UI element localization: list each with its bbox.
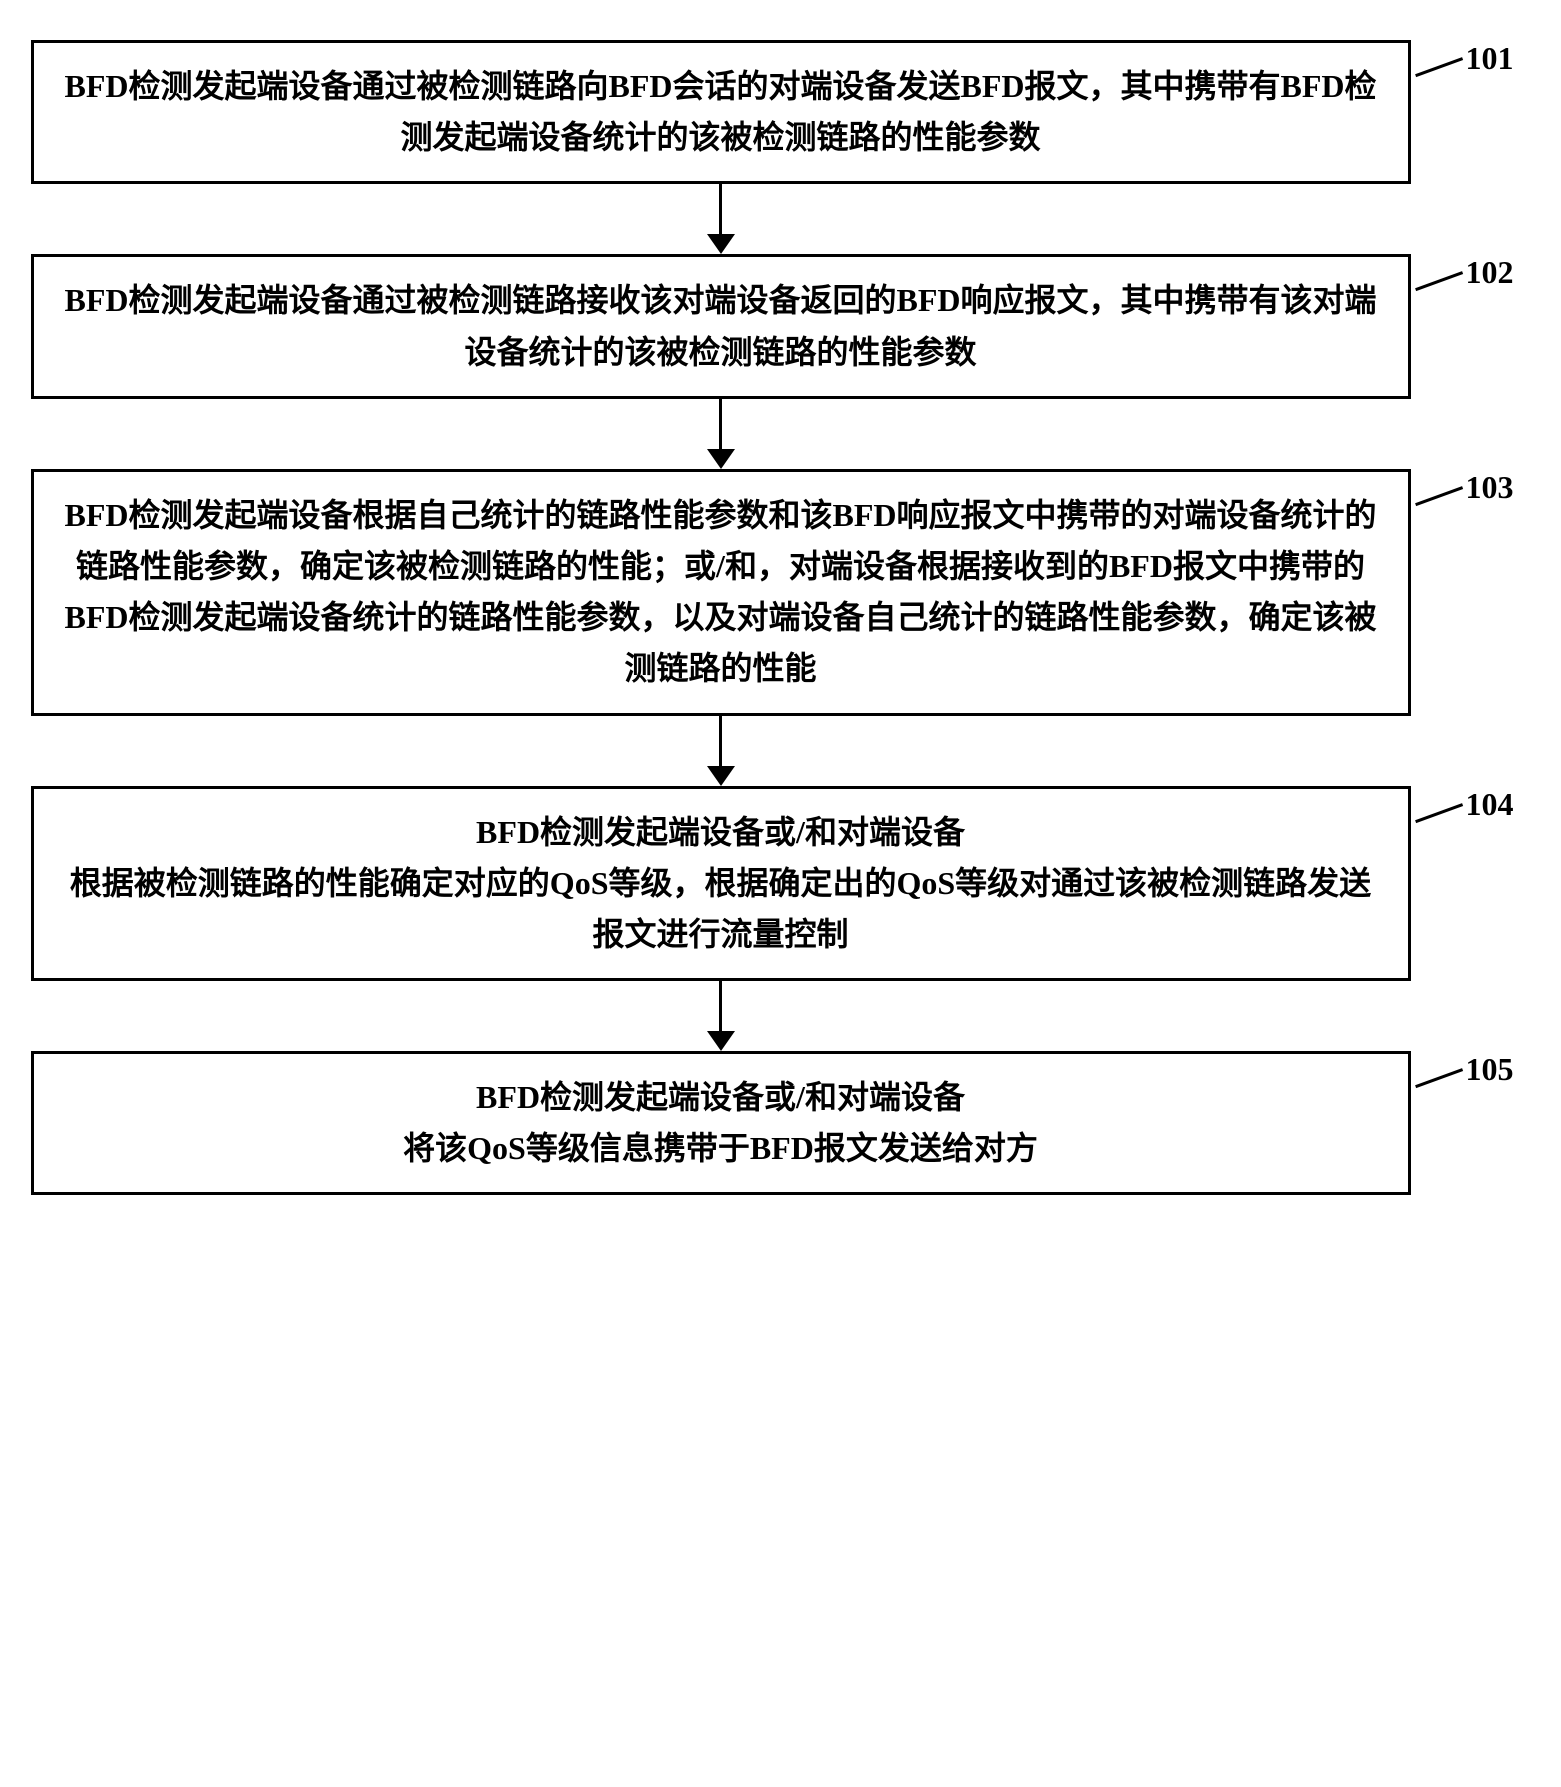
arrow-line-4 [719,981,722,1031]
arrow-line-2 [719,399,722,449]
arrow-head-1 [707,234,735,254]
arrow-1 [31,184,1411,254]
step-text-1: BFD检测发起端设备通过被检测链路向BFD会话的对端设备发送BFD报文，其中携带… [64,68,1376,155]
arrow-line-1 [719,184,722,234]
connector-line-1 [1405,32,1462,77]
step-row-2: BFD检测发起端设备通过被检测链路接收该对端设备返回的BFD响应报文，其中携带有… [31,254,1531,398]
arrow-line-3 [719,716,722,766]
label-container-5: 105 [1411,1051,1531,1089]
step-label-5: 105 [1466,1051,1514,1088]
arrow-head-3 [707,766,735,786]
connector-line-5 [1405,1043,1462,1088]
step-box-5: BFD检测发起端设备或/和对端设备将该QoS等级信息携带于BFD报文发送给对方 [31,1051,1411,1195]
arrow-head-4 [707,1031,735,1051]
step-box-3: BFD检测发起端设备根据自己统计的链路性能参数和该BFD响应报文中携带的对端设备… [31,469,1411,716]
step-row-4: BFD检测发起端设备或/和对端设备根据被检测链路的性能确定对应的QoS等级，根据… [31,786,1531,982]
step-row-1: BFD检测发起端设备通过被检测链路向BFD会话的对端设备发送BFD报文，其中携带… [31,40,1531,184]
label-container-2: 102 [1411,254,1531,292]
label-container-4: 104 [1411,786,1531,824]
flowchart-container: BFD检测发起端设备通过被检测链路向BFD会话的对端设备发送BFD报文，其中携带… [31,40,1531,1195]
step-row-5: BFD检测发起端设备或/和对端设备将该QoS等级信息携带于BFD报文发送给对方 … [31,1051,1531,1195]
step-label-1: 101 [1466,40,1514,77]
arrow-2 [31,399,1411,469]
label-container-1: 101 [1411,40,1531,78]
step-label-4: 104 [1466,786,1514,823]
arrow-3 [31,716,1411,786]
step-box-1: BFD检测发起端设备通过被检测链路向BFD会话的对端设备发送BFD报文，其中携带… [31,40,1411,184]
step-box-4: BFD检测发起端设备或/和对端设备根据被检测链路的性能确定对应的QoS等级，根据… [31,786,1411,982]
step-row-3: BFD检测发起端设备根据自己统计的链路性能参数和该BFD响应报文中携带的对端设备… [31,469,1531,716]
connector-line-2 [1405,246,1462,291]
step-label-3: 103 [1466,469,1514,506]
arrow-head-2 [707,449,735,469]
step-label-2: 102 [1466,254,1514,291]
label-container-3: 103 [1411,469,1531,507]
step-text-2: BFD检测发起端设备通过被检测链路接收该对端设备返回的BFD响应报文，其中携带有… [64,282,1376,369]
arrow-4 [31,981,1411,1051]
step-text-3: BFD检测发起端设备根据自己统计的链路性能参数和该BFD响应报文中携带的对端设备… [64,497,1376,687]
step-text-4: BFD检测发起端设备或/和对端设备根据被检测链路的性能确定对应的QoS等级，根据… [70,814,1371,952]
step-text-5: BFD检测发起端设备或/和对端设备将该QoS等级信息携带于BFD报文发送给对方 [403,1079,1038,1166]
connector-line-4 [1405,777,1462,822]
step-box-2: BFD检测发起端设备通过被检测链路接收该对端设备返回的BFD响应报文，其中携带有… [31,254,1411,398]
connector-line-3 [1405,461,1462,506]
